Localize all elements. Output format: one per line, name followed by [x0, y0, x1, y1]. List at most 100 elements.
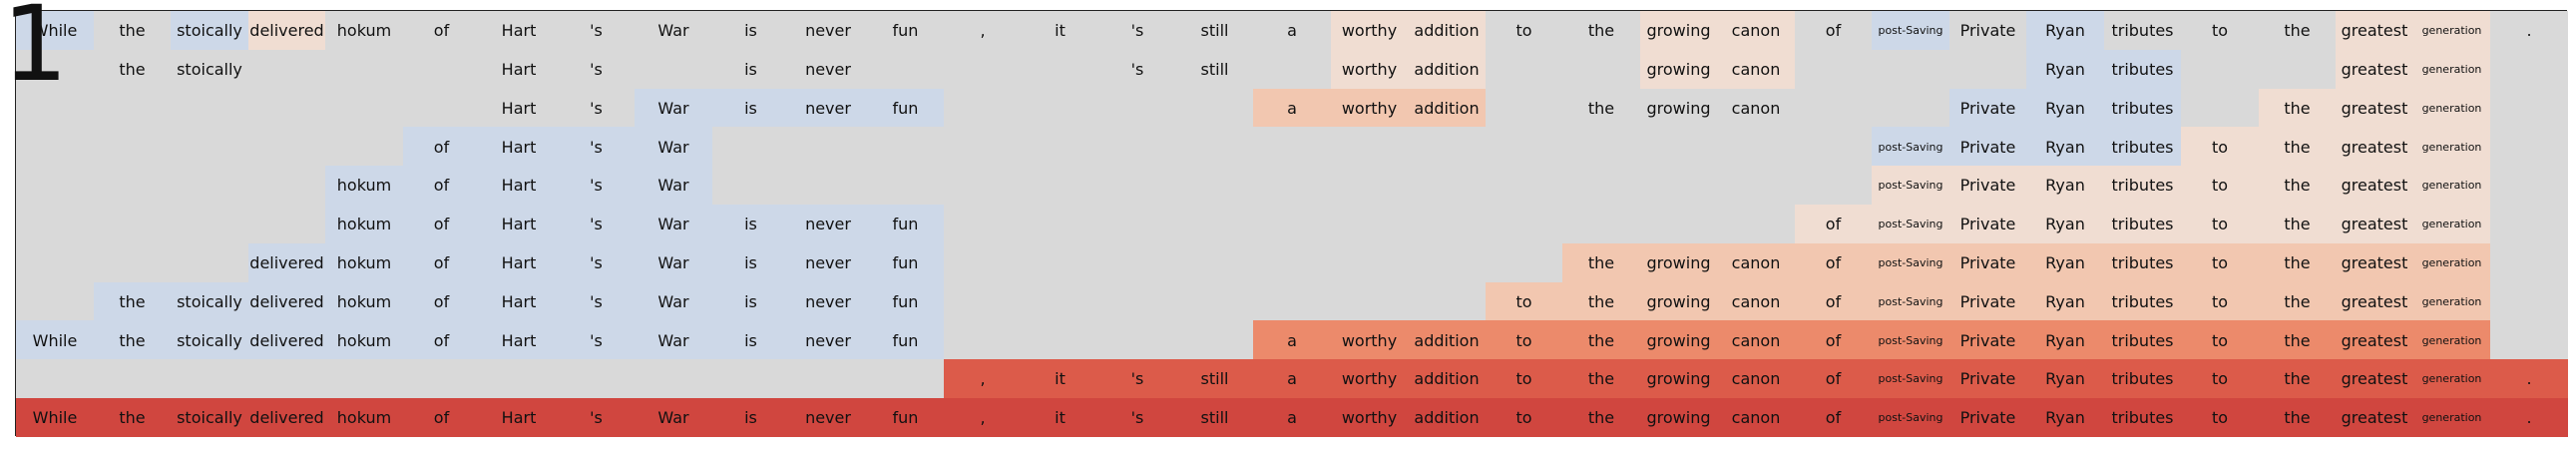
- token-cell: of: [1794, 398, 1873, 438]
- token-cell: greatest: [2336, 205, 2413, 244]
- token-cell: of: [1794, 242, 1873, 283]
- token-cell: of: [1794, 11, 1873, 51]
- token-cell: tributes: [2103, 11, 2182, 51]
- token-cell: [944, 281, 1022, 321]
- token-cell: Private: [1948, 205, 2027, 244]
- token-cell: to: [2181, 359, 2259, 399]
- token-cell: 's: [557, 11, 636, 51]
- token-cell: the: [2258, 205, 2337, 244]
- token-cell: fun: [866, 242, 945, 283]
- token-cell: hokum: [325, 205, 403, 244]
- token-cell: [93, 127, 172, 167]
- token-cell: hokum: [325, 166, 403, 206]
- token-cell: Private: [1948, 281, 2027, 321]
- token-cell: hokum: [325, 11, 403, 51]
- token-cell: to: [2181, 127, 2259, 167]
- token-grid: While the stoically delivered hokum of Hart's W…: [16, 11, 2568, 438]
- token-cell: Private: [1948, 11, 2027, 51]
- token-cell: to: [1485, 359, 1563, 399]
- token-cell: to: [2181, 281, 2259, 321]
- token-cell: [789, 127, 867, 167]
- token-cell: 's: [557, 398, 636, 438]
- token-cell: hokum: [325, 281, 403, 321]
- token-cell: fun: [866, 88, 945, 128]
- token-cell: greatest: [2336, 49, 2413, 90]
- token-cell: [789, 166, 867, 206]
- token-cell: of: [402, 127, 481, 167]
- token-cell: [16, 281, 94, 321]
- token-cell: worthy: [1330, 398, 1409, 438]
- token-cell: generation: [2412, 88, 2491, 128]
- token-cell: the: [2258, 281, 2337, 321]
- token-cell: Hart: [480, 398, 558, 438]
- token-cell: the: [2258, 88, 2337, 128]
- token-cell: never: [789, 320, 867, 360]
- token-cell: War: [635, 281, 712, 321]
- token-cell: generation: [2412, 359, 2491, 399]
- token-cell: [1562, 127, 1640, 167]
- token-cell: stoically: [171, 320, 248, 360]
- token-cell: to: [2181, 242, 2259, 283]
- token-cell: tributes: [2103, 88, 2182, 128]
- token-cell: a: [1253, 88, 1331, 128]
- token-cell: the: [2258, 359, 2337, 399]
- token-cell: [1330, 242, 1409, 283]
- token-cell: still: [1175, 11, 1254, 51]
- token-cell: 's: [1098, 11, 1176, 51]
- token-cell: stoically: [171, 49, 248, 90]
- token-cell: [1021, 166, 1099, 206]
- token-cell: War: [635, 166, 712, 206]
- token-cell: ,: [944, 11, 1022, 51]
- token-cell: canon: [1717, 281, 1795, 321]
- token-cell: addition: [1408, 49, 1486, 90]
- token-cell: War: [635, 205, 712, 244]
- token-cell: [1021, 242, 1099, 283]
- token-cell: 's: [557, 88, 636, 128]
- token-cell: 's: [557, 242, 636, 283]
- token-cell: addition: [1408, 88, 1486, 128]
- token-cell: .: [2490, 359, 2568, 399]
- token-cell: generation: [2412, 242, 2491, 283]
- token-cell: greatest: [2336, 127, 2413, 167]
- token-cell: delivered: [247, 242, 326, 283]
- token-cell: the: [2258, 398, 2337, 438]
- token-cell: Ryan: [2026, 320, 2104, 360]
- token-cell: [1021, 281, 1099, 321]
- token-cell: 's: [557, 166, 636, 206]
- token-cell: [1717, 205, 1795, 244]
- token-cell: to: [1485, 398, 1563, 438]
- token-cell: to: [2181, 11, 2259, 51]
- token-cell: [325, 49, 403, 90]
- token-cell: [2490, 205, 2568, 244]
- token-cell: [944, 320, 1022, 360]
- token-cell: generation: [2412, 281, 2491, 321]
- token-cell: [944, 205, 1022, 244]
- token-cell: of: [1794, 205, 1873, 244]
- token-cell: [1485, 88, 1563, 128]
- token-cell: a: [1253, 11, 1331, 51]
- token-cell: the: [1562, 88, 1640, 128]
- token-cell: generation: [2412, 49, 2491, 90]
- token-cell: Hart: [480, 88, 558, 128]
- token-cell: [247, 166, 326, 206]
- token-cell: [1794, 49, 1873, 90]
- token-cell: the: [1562, 11, 1640, 51]
- token-cell: [1639, 205, 1718, 244]
- token-cell: [171, 242, 248, 283]
- token-cell: [1021, 88, 1099, 128]
- token-cell: [1175, 166, 1254, 206]
- token-cell: of: [402, 166, 481, 206]
- token-cell: Ryan: [2026, 49, 2104, 90]
- token-cell: addition: [1408, 320, 1486, 360]
- token-cell: fun: [866, 11, 945, 51]
- token-cell: growing: [1639, 49, 1718, 90]
- token-cell: War: [635, 88, 712, 128]
- token-cell: Ryan: [2026, 88, 2104, 128]
- token-cell: greatest: [2336, 11, 2413, 51]
- token-cell: tributes: [2103, 127, 2182, 167]
- token-cell: [1794, 166, 1873, 206]
- token-cell: [711, 166, 790, 206]
- token-cell: the: [2258, 166, 2337, 206]
- token-cell: [1098, 242, 1176, 283]
- token-cell: generation: [2412, 205, 2491, 244]
